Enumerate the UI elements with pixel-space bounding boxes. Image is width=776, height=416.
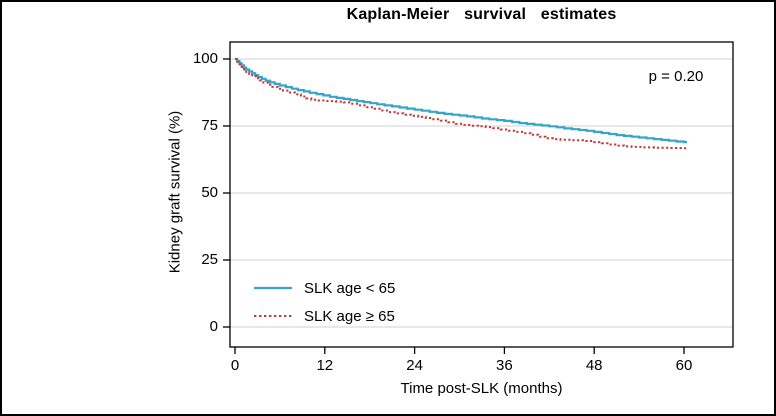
legend-line-dotted-icon (254, 315, 292, 317)
plot-border (229, 41, 734, 348)
y-axis-title: Kidney graft survival (%) (166, 110, 184, 274)
x-tick-label: 60 (676, 357, 693, 374)
y-tick-label: 50 (201, 184, 218, 201)
x-tick-label: 48 (586, 357, 603, 374)
x-tick-label: 24 (406, 357, 423, 374)
km-curve-age-under-65 (235, 57, 687, 144)
legend-line-solid-icon (254, 286, 292, 290)
legend-label-under-65: SLK age < 65 (304, 279, 396, 297)
legend-entry-over-65: SLK age ≥ 65 (253, 306, 395, 326)
x-tick-label: 0 (231, 357, 239, 374)
y-tick-label: 100 (193, 50, 218, 67)
legend: SLK age < 65 SLK age ≥ 65 (253, 278, 395, 326)
y-tick-label: 75 (201, 117, 218, 134)
x-tick-label: 12 (316, 357, 333, 374)
legend-label-over-65: SLK age ≥ 65 (304, 307, 395, 325)
km-curve-age-65-and-over (235, 58, 687, 150)
x-axis-title: Time post-SLK (months) (400, 380, 563, 397)
y-tick-label: 0 (210, 318, 218, 335)
p-value-annotation: p = 0.20 (648, 68, 704, 85)
x-tick-label: 36 (496, 357, 513, 374)
legend-entry-under-65: SLK age < 65 (253, 278, 395, 298)
chart-title: Kaplan-Meier survival estimates (346, 6, 617, 23)
y-tick-label: 25 (201, 251, 218, 268)
